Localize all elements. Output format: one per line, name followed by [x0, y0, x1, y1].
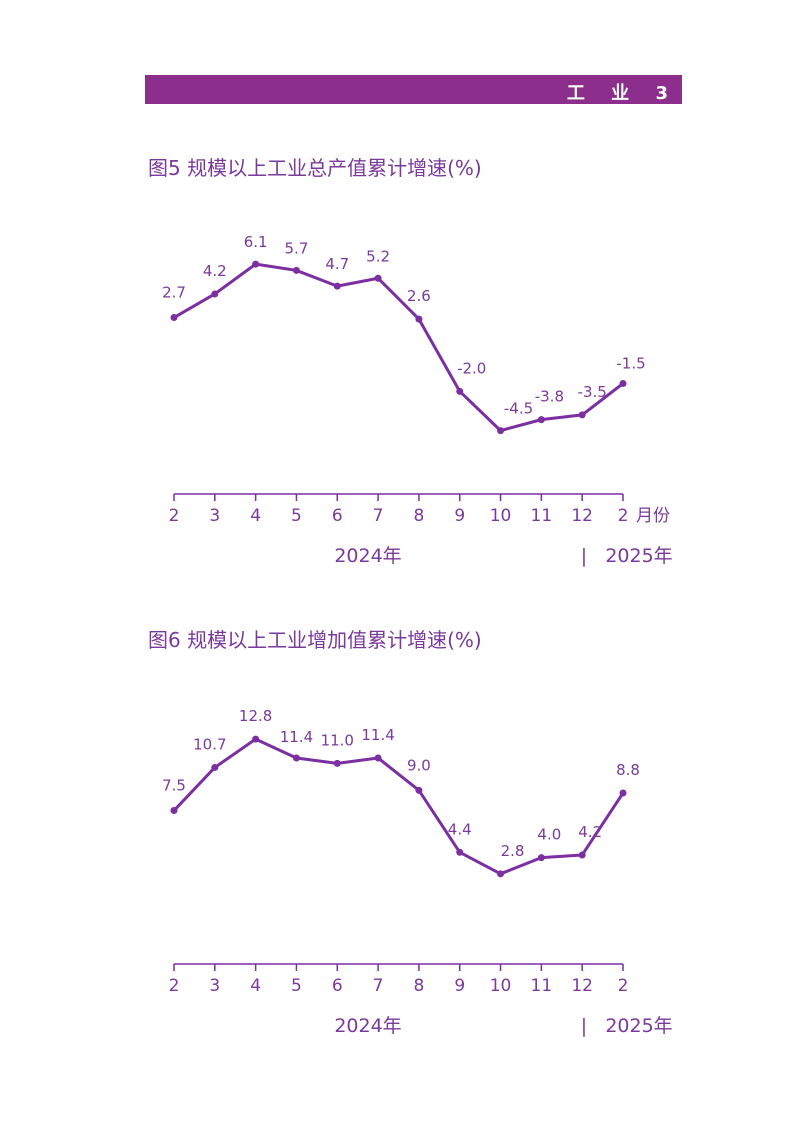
data-label: 4.7: [325, 255, 349, 273]
x-tick-label: 2: [169, 976, 180, 996]
header-text: 工 业 3: [567, 79, 678, 105]
data-label: -1.5: [616, 355, 645, 373]
data-point: [456, 387, 464, 395]
data-label: 6.1: [244, 233, 268, 251]
data-point: [578, 851, 586, 859]
x-tick-label: 5: [291, 976, 302, 996]
x-tick-label: 4: [250, 976, 261, 996]
data-point: [170, 314, 178, 322]
data-point: [170, 807, 178, 815]
chart-industrial-output: 2.7 4.2 6.1 5.7 4.7 5.2 2.6 -2.0 -4.5-3.8 -3.5 -1.…: [162, 233, 673, 567]
x-tick-label: 4: [250, 506, 261, 526]
data-point: [578, 411, 586, 419]
chart-value-added: 7.5 10.7 12.8 11.4 11.0 11.4 9.0 4.4 2.8 4.0 4.2 8.…: [162, 707, 673, 1037]
x-tick-label: 9: [454, 506, 465, 526]
data-label: 9.0: [407, 756, 431, 774]
data-point: [252, 260, 260, 268]
data-point: [211, 290, 219, 298]
data-point: [537, 854, 545, 862]
data-label: 8.8: [616, 761, 640, 779]
x-tick-label: 2: [618, 506, 629, 526]
data-point: [252, 735, 260, 743]
x-tick-label: 8: [413, 506, 424, 526]
data-label: -3.5: [578, 383, 607, 401]
data-label: 5.7: [285, 239, 309, 257]
x-tick-label: 2: [169, 506, 180, 526]
data-label: 11.0: [321, 731, 354, 749]
data-point: [497, 427, 505, 435]
section-title: 工 业: [566, 83, 640, 104]
data-point: [333, 759, 341, 767]
header-bar: 工 业 3: [145, 75, 682, 104]
year-label-2024: 2024年: [334, 545, 401, 567]
data-point: [374, 754, 382, 762]
data-label: 2.6: [407, 287, 431, 305]
data-label: 11.4: [280, 728, 313, 746]
data-label: 4.0: [537, 826, 561, 844]
chart-title-output: 图5 规模以上工业总产值累计增速(%): [148, 156, 482, 180]
x-tick-label: 2: [618, 976, 629, 996]
data-label: -4.5: [504, 400, 533, 418]
data-point: [497, 870, 505, 878]
x-tick-label: 12: [571, 506, 593, 526]
year-label-2024: 2024年: [334, 1015, 401, 1037]
data-label: 7.5: [162, 777, 186, 795]
x-tick-label: 3: [209, 976, 220, 996]
x-tick-label: 10: [490, 976, 512, 996]
year-label-2025: 2025年: [605, 545, 672, 567]
x-tick-label: 9: [454, 976, 465, 996]
series-line: [172, 737, 625, 876]
x-tick-label: 6: [332, 976, 343, 996]
data-point: [292, 754, 300, 762]
data-label: 12.8: [239, 707, 272, 725]
x-tick-label: 11: [531, 506, 553, 526]
year-separator: |: [581, 1015, 587, 1037]
data-point: [456, 848, 464, 856]
page-number: 3: [655, 83, 678, 104]
data-label: -2.0: [457, 359, 486, 377]
x-tick-label: 11: [531, 976, 553, 996]
chart-title-value-added: 图6 规模以上工业增加值累计增速(%): [148, 628, 482, 652]
x-tick-label: 12: [571, 976, 593, 996]
year-separator: |: [581, 545, 587, 567]
x-tick-label: 5: [291, 506, 302, 526]
year-label-2025: 2025年: [605, 1015, 672, 1037]
x-tick-label: 7: [373, 976, 384, 996]
x-tick-label: 6: [332, 506, 343, 526]
data-label: 2.8: [501, 842, 525, 860]
data-label: 4.4: [448, 820, 472, 838]
x-tick-label: 3: [209, 506, 220, 526]
data-point: [374, 274, 382, 282]
series-line: [173, 262, 624, 433]
data-point: [292, 266, 300, 274]
data-label: 2.7: [162, 284, 186, 302]
data-label: 10.7: [193, 735, 226, 753]
data-label: 4.2: [578, 823, 602, 841]
data-label: 11.4: [361, 726, 394, 744]
data-label: -3.8: [535, 388, 564, 406]
data-label: 4.2: [203, 262, 227, 280]
data-point: [415, 315, 423, 323]
data-point: [619, 789, 627, 797]
data-point: [619, 380, 627, 387]
data-point: [415, 786, 423, 794]
data-label: 5.2: [366, 247, 390, 265]
data-point: [211, 763, 219, 771]
x-unit-label: 月份: [636, 506, 670, 526]
data-point: [333, 282, 341, 290]
x-tick-label: 8: [413, 976, 424, 996]
data-point: [537, 416, 545, 424]
x-tick-label: 10: [490, 506, 512, 526]
x-tick-label: 7: [373, 506, 384, 526]
